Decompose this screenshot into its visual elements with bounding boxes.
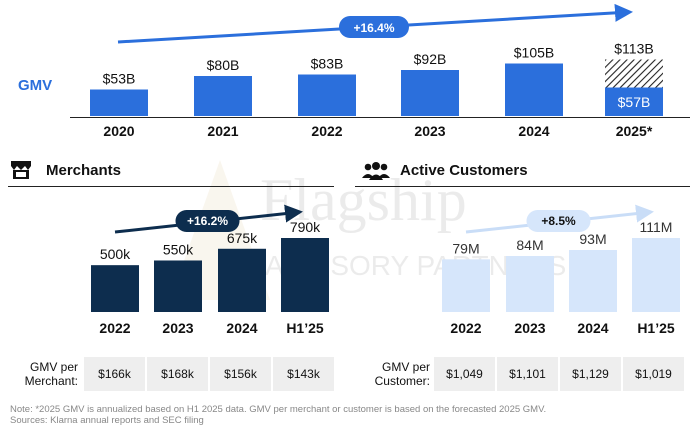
customers-metric-cell: $1,049	[434, 357, 495, 391]
customers-metric-cell: $1,101	[497, 357, 558, 391]
merchant-metric-label: GMV per Merchant:	[10, 360, 78, 388]
customers-title: Active Customers	[400, 162, 528, 179]
merchants-category-label: 2022	[99, 320, 131, 336]
customers-growth-pill	[526, 210, 591, 232]
merchant-metric-label-line1: GMV per	[29, 360, 78, 374]
gmv-value-label: $92B	[414, 51, 447, 67]
merchants-bar	[154, 260, 202, 312]
gmv-bar	[194, 76, 252, 116]
gmv-bar	[298, 74, 356, 116]
merchants-bar	[91, 265, 139, 312]
merchants-metric-cell: $143k	[273, 357, 334, 391]
customers-category-label: 2022	[450, 320, 482, 336]
gmv-category-label: 2023	[414, 123, 446, 139]
merchants-value-label: 675k	[227, 230, 258, 246]
gmv-value-label: $83B	[311, 56, 344, 72]
merchants-title: Merchants	[46, 162, 122, 179]
merchants-category-label: H1’25	[286, 320, 324, 336]
customers-bar	[569, 250, 617, 312]
customers-value-label: 111M	[640, 219, 673, 235]
merchants-metric-cell: $166k	[84, 357, 145, 391]
users-icon	[360, 162, 392, 180]
gmv-value-label: $80B	[207, 57, 240, 73]
gmv-category-label: 2024	[518, 123, 550, 139]
footnote: Note: *2025 GMV is annualized based on H…	[10, 404, 547, 415]
customers-value-label: 93M	[579, 231, 606, 247]
customers-bar	[506, 256, 554, 312]
customers-metric-cell: $1,129	[560, 357, 621, 391]
gmv-bar	[90, 89, 148, 116]
customer-metric-label: GMV per Customer:	[360, 360, 430, 388]
merchants-category-label: 2023	[162, 320, 194, 336]
gmv-category-label: 2021	[207, 123, 239, 139]
customers-bar	[442, 259, 490, 312]
merchants-metric-cell: $156k	[210, 357, 271, 391]
customers-divider	[355, 186, 690, 187]
merchants-value-label: 500k	[100, 246, 131, 262]
gmv-growth-label: +16.4%	[353, 21, 394, 35]
merchants-growth-label: +16.2%	[187, 214, 228, 228]
customers-bar	[632, 238, 680, 312]
gmv-value-label: $53B	[103, 71, 136, 87]
gmv-bar-2025-h1	[605, 87, 663, 116]
customer-metric-label-line1: GMV per	[381, 360, 430, 374]
customers-chart: 79M 84M 93M 111M +8.5%	[442, 204, 680, 312]
merchants-chart: 500k 550k 675k 790k +16.2%	[91, 204, 329, 312]
gmv-row-label: GMV	[18, 77, 53, 94]
customer-metric-label-line2: Customer:	[374, 374, 430, 388]
gmv-bar	[505, 63, 563, 116]
merchants-value-label: 790k	[290, 219, 321, 235]
customers-category-label: H1’25	[637, 320, 675, 336]
gmv-bar	[401, 70, 459, 116]
gmv-category-label: 2025*	[615, 123, 653, 139]
merchants-divider	[8, 186, 334, 187]
gmv-value-label: $105B	[514, 45, 554, 61]
sources-note: Sources: Klarna annual reports and SEC f…	[10, 415, 204, 426]
gmv-h1-2025-label: $57B	[618, 94, 651, 110]
customers-category-label: 2023	[514, 320, 546, 336]
merchants-metric-cell: $168k	[147, 357, 208, 391]
customers-category-label: 2024	[577, 320, 609, 336]
gmv-growth-pill	[339, 16, 409, 38]
customers-growth-label: +8.5%	[541, 214, 576, 228]
gmv-divider	[70, 117, 690, 118]
merchants-bar	[281, 238, 329, 312]
gmv-category-label: 2022	[311, 123, 343, 139]
gmv-category-label: 2020	[103, 123, 135, 139]
merchants-value-label: 550k	[163, 241, 194, 257]
merchants-bar	[218, 248, 266, 312]
gmv-value-label: $113B	[614, 41, 653, 57]
merchant-metric-label-line2: Merchant:	[24, 374, 78, 388]
customers-value-label: 79M	[452, 240, 479, 256]
customers-value-label: 84M	[516, 237, 543, 253]
customers-metric-cell: $1,019	[623, 357, 684, 391]
merchants-category-label: 2024	[226, 320, 258, 336]
merchants-growth-pill	[175, 210, 240, 232]
gmv-chart: $53B $80B $83B $92B $105B $57B $113B +16.4%	[90, 3, 663, 116]
storefront-icon	[10, 160, 32, 180]
